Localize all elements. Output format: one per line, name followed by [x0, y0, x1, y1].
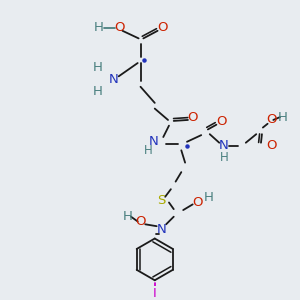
Text: O: O — [157, 21, 168, 34]
Text: H: H — [220, 152, 228, 164]
Text: H: H — [204, 191, 214, 204]
Text: O: O — [135, 215, 146, 228]
Text: O: O — [114, 21, 125, 34]
Text: H: H — [94, 21, 104, 34]
Text: H: H — [123, 210, 133, 223]
Text: O: O — [192, 196, 203, 209]
Text: O: O — [188, 111, 198, 124]
Text: H: H — [93, 61, 103, 74]
Text: O: O — [216, 116, 226, 128]
Text: O: O — [266, 113, 277, 127]
Text: N: N — [149, 135, 158, 148]
Text: N: N — [157, 223, 166, 236]
Text: H: H — [93, 85, 103, 98]
Text: I: I — [153, 287, 157, 300]
Text: H: H — [144, 144, 152, 157]
Text: H: H — [278, 111, 288, 124]
Text: S: S — [157, 194, 166, 207]
Text: N: N — [219, 139, 229, 152]
Text: N: N — [109, 73, 119, 86]
Text: O: O — [266, 139, 277, 152]
